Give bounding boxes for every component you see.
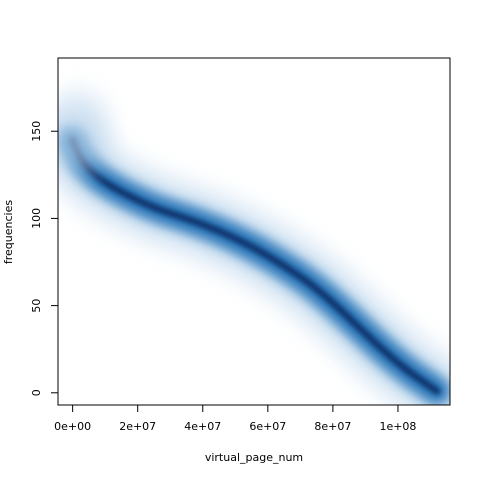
x-tick-label: 8e+07: [314, 420, 351, 433]
x-tick-label: 0e+00: [54, 420, 91, 433]
density-cloud: [58, 89, 450, 405]
y-tick-label: 150: [30, 121, 43, 142]
x-tick-label: 2e+07: [119, 420, 156, 433]
density-core: [69, 136, 441, 395]
density-cloud-top: [58, 89, 109, 174]
x-tick-label: 1e+08: [379, 420, 416, 433]
y-tick-label: 0: [30, 389, 43, 396]
y-axis: 0 50 100 150: [30, 121, 59, 396]
x-axis-title: virtual_page_num: [205, 451, 303, 464]
x-axis: 0e+00 2e+07 4e+07 6e+07 8e+07 1e+08: [54, 404, 416, 433]
y-axis-title: frequencies: [2, 200, 15, 264]
x-tick-label: 6e+07: [249, 420, 286, 433]
y-tick-label: 50: [30, 299, 43, 313]
x-tick-label: 4e+07: [184, 420, 221, 433]
y-tick-label: 100: [30, 208, 43, 229]
